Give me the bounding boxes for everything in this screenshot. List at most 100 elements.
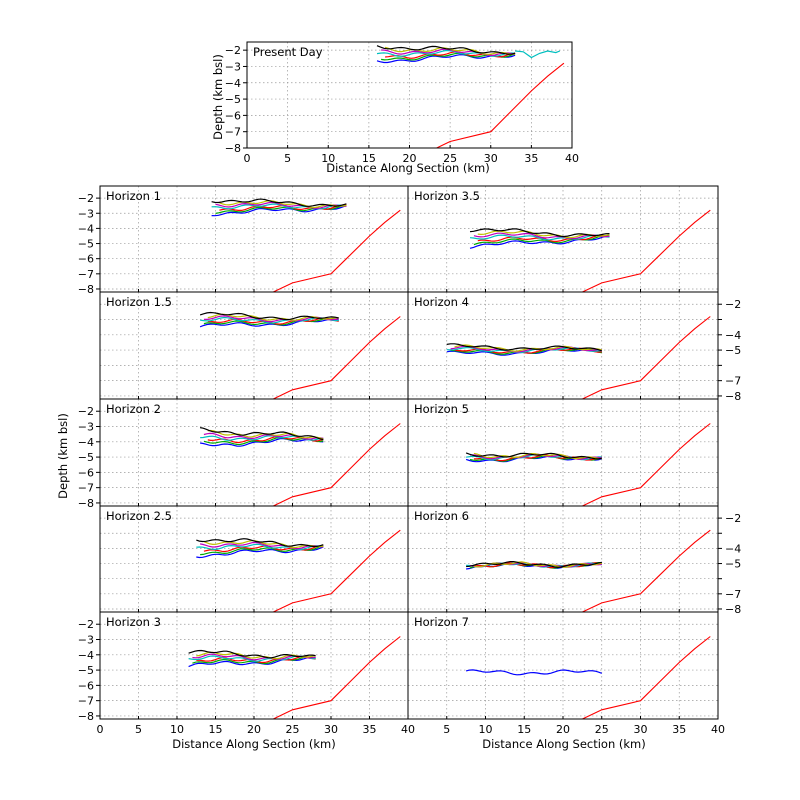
grid-y-axis-label: Depth (km bsl): [56, 413, 70, 499]
y-tick-label: −3: [225, 60, 241, 73]
horizon-series-line: [196, 543, 324, 551]
panel-label: Horizon 2: [106, 402, 161, 416]
panel-label: Horizon 3.5: [414, 189, 480, 203]
horizon-series-line: [196, 538, 324, 548]
x-tick-label: 25: [595, 723, 609, 736]
y-tick-label: −8: [225, 142, 241, 155]
horizon-series-line: [469, 234, 610, 241]
horizon-series-line: [376, 45, 516, 55]
x-tick-label: 40: [565, 152, 579, 165]
red-profile-line: [271, 316, 401, 399]
y-tick-label: −5: [78, 238, 94, 251]
x-tick-label: 15: [209, 723, 223, 736]
horizon-series-line: [473, 561, 602, 568]
panel-h6: Horizon 6 −2 −4 −5 −7 −8: [407, 505, 741, 616]
x-tick-label: 5: [284, 152, 291, 165]
x-tick-label: 40: [401, 723, 415, 736]
panel-data: [376, 45, 565, 148]
x-tick-label: 35: [363, 723, 377, 736]
y-tick-label: −4: [78, 649, 94, 662]
red-profile-line: [271, 529, 401, 612]
red-profile-line: [580, 316, 711, 399]
horizon-series-line: [465, 669, 602, 676]
bottom-right-x-axis-label: Distance Along Section (km): [482, 737, 646, 751]
x-tick-label: 15: [517, 723, 531, 736]
y-tick-label: −4: [78, 222, 94, 235]
horizon-series-line: [215, 201, 347, 209]
y-tick-label: −6: [78, 466, 94, 479]
red-profile-line: [580, 636, 711, 719]
y-tick-label: −5: [725, 344, 741, 357]
panel-label: Horizon 2.5: [106, 509, 172, 523]
y-tick-label: −8: [78, 283, 94, 296]
red-profile-line: [271, 209, 401, 292]
horizon-series-line: [199, 311, 339, 321]
panel-label: Horizon 6: [414, 509, 469, 523]
horizon-series-line: [196, 651, 316, 660]
red-profile-line: [580, 209, 711, 292]
panel-label: Horizon 3: [106, 615, 161, 629]
x-tick-label: 10: [479, 723, 493, 736]
panel-data: [199, 423, 401, 506]
horizon-series-line: [469, 228, 610, 238]
panel-label: Horizon 5: [414, 402, 469, 416]
y-tick-label: −8: [725, 390, 741, 403]
panel-h1_5: Horizon 1.5: [99, 291, 409, 400]
red-profile-line: [580, 529, 711, 612]
panel-data: [196, 529, 401, 612]
y-tick-label: −7: [725, 375, 741, 388]
horizon-series-line: [188, 656, 316, 668]
red-profile-line: [271, 636, 401, 719]
x-tick-label: 30: [324, 723, 338, 736]
y-tick-label: −7: [78, 482, 94, 495]
panel-h3: Horizon 3 −2 −3 −4 −5 −6 −7 −80 5 10 15 20 25 30 35 40: [78, 611, 415, 736]
y-tick-label: −3: [78, 634, 94, 647]
horizon-series-line: [188, 649, 316, 659]
panel-data: [211, 198, 401, 292]
horizon-series-line: [199, 541, 324, 550]
y-tick-label: −7: [78, 695, 94, 708]
y-tick-label: −2: [225, 44, 241, 57]
horizon-series-line: [199, 427, 324, 441]
panel-data: [465, 636, 711, 719]
x-tick-label: 0: [244, 152, 251, 165]
cyan-tail-line: [515, 50, 561, 59]
x-tick-label: 10: [321, 152, 335, 165]
y-tick-label: −6: [78, 253, 94, 266]
top-y-axis-label: Depth (km bsl): [211, 54, 225, 140]
x-tick-label: 5: [135, 723, 142, 736]
x-tick-label: 30: [484, 152, 498, 165]
horizon-series-line: [473, 452, 602, 460]
red-profile-line: [435, 62, 565, 148]
panel-h1: Horizon 1 −2 −3 −4 −5 −6 −7 −8: [78, 185, 409, 296]
y-tick-label: −2: [78, 618, 94, 631]
x-tick-label: 20: [556, 723, 570, 736]
y-tick-label: −5: [78, 451, 94, 464]
y-tick-label: −7: [78, 268, 94, 281]
panel-data: [446, 316, 711, 399]
horizon-series-line: [376, 49, 516, 57]
horizon-series-line: [466, 561, 602, 568]
x-tick-label: 25: [443, 152, 457, 165]
x-tick-label: 10: [170, 723, 184, 736]
horizon-series-line: [211, 203, 347, 210]
y-tick-label: −2: [78, 192, 94, 205]
panel-data: [466, 529, 711, 612]
x-tick-label: 20: [403, 152, 417, 165]
panel-data: [469, 209, 711, 292]
bottom-left-x-axis-label: Distance Along Section (km): [172, 737, 336, 751]
top-x-axis-label: Distance Along Section (km): [326, 161, 490, 175]
panel-label: Horizon 4: [414, 295, 469, 309]
panel-data: [188, 636, 401, 719]
panel-h4: Horizon 4 −2 −4 −5 −7 −8: [407, 291, 741, 403]
y-tick-label: −4: [78, 436, 94, 449]
y-tick-label: −3: [78, 421, 94, 434]
red-profile-line: [271, 423, 401, 506]
horizon-series-line: [200, 437, 324, 447]
y-tick-label: −5: [225, 93, 241, 106]
x-tick-label: 25: [286, 723, 300, 736]
panel-data: [199, 311, 401, 399]
y-tick-label: −4: [725, 542, 741, 555]
y-tick-label: −2: [725, 298, 741, 311]
